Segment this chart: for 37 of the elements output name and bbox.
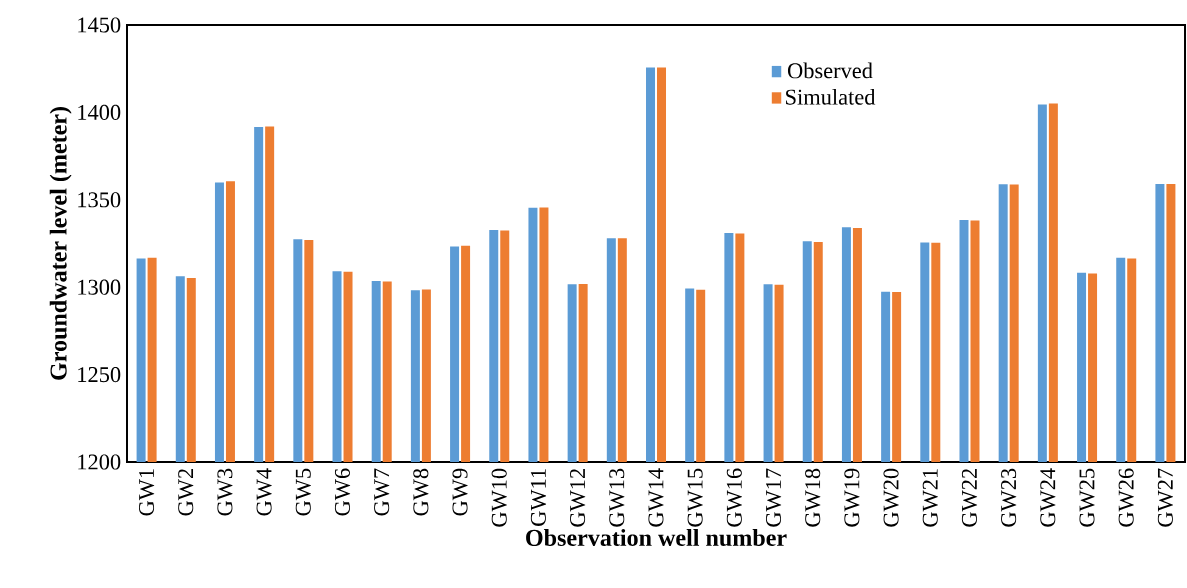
x-tick-label: GW15: [687, 468, 703, 527]
x-tick-label: GW9: [452, 468, 468, 516]
y-tick-label: 1200: [78, 454, 121, 470]
x-tick-label: GW18: [805, 468, 821, 527]
legend-label: Simulated: [786, 88, 876, 105]
x-tick-label: GW13: [609, 468, 625, 527]
x-tick-label: GW27: [1157, 468, 1174, 527]
x-tick-label: GW1: [139, 469, 155, 516]
x-tick-label: GW10: [491, 468, 507, 527]
x-axis-title: Observation well number: [526, 529, 787, 547]
x-tick-label: GW24: [1040, 468, 1056, 527]
x-tick-label: GW11: [530, 469, 547, 526]
y-tick-label: 1350: [78, 192, 121, 208]
x-tick-label: GW16: [726, 468, 742, 527]
x-tick-label: GW8: [413, 468, 429, 516]
y-axis-title: Groundwater level (meter): [49, 107, 72, 380]
x-tick-label: GW14: [648, 468, 664, 527]
x-tick-label: GW26: [1118, 468, 1134, 527]
y-tick-label: 1250: [78, 367, 121, 383]
y-tick-label: 1300: [78, 279, 121, 295]
y-tick-label: 1450: [78, 17, 121, 33]
x-tick-label: GW23: [1001, 468, 1017, 527]
x-tick-label: GW5: [295, 468, 311, 516]
x-tick-label: GW12: [570, 469, 586, 527]
x-tick-label: GW4: [256, 468, 272, 516]
x-tick-label: GW17: [765, 468, 782, 527]
x-tick-label: GW21: [922, 469, 938, 527]
x-tick-label: GW22: [961, 469, 978, 527]
x-tick-label: GW2: [178, 469, 194, 516]
x-tick-label: GW6: [334, 468, 351, 516]
y-tick-label: 1400: [78, 104, 121, 120]
x-tick-label: GW20: [883, 468, 899, 527]
x-tick-label: GW3: [217, 468, 233, 516]
x-tick-label: GW19: [844, 468, 860, 527]
x-tick-label: GW25: [1079, 468, 1095, 527]
legend-label: Observed: [787, 62, 873, 79]
x-tick-label: GW7: [374, 468, 390, 516]
